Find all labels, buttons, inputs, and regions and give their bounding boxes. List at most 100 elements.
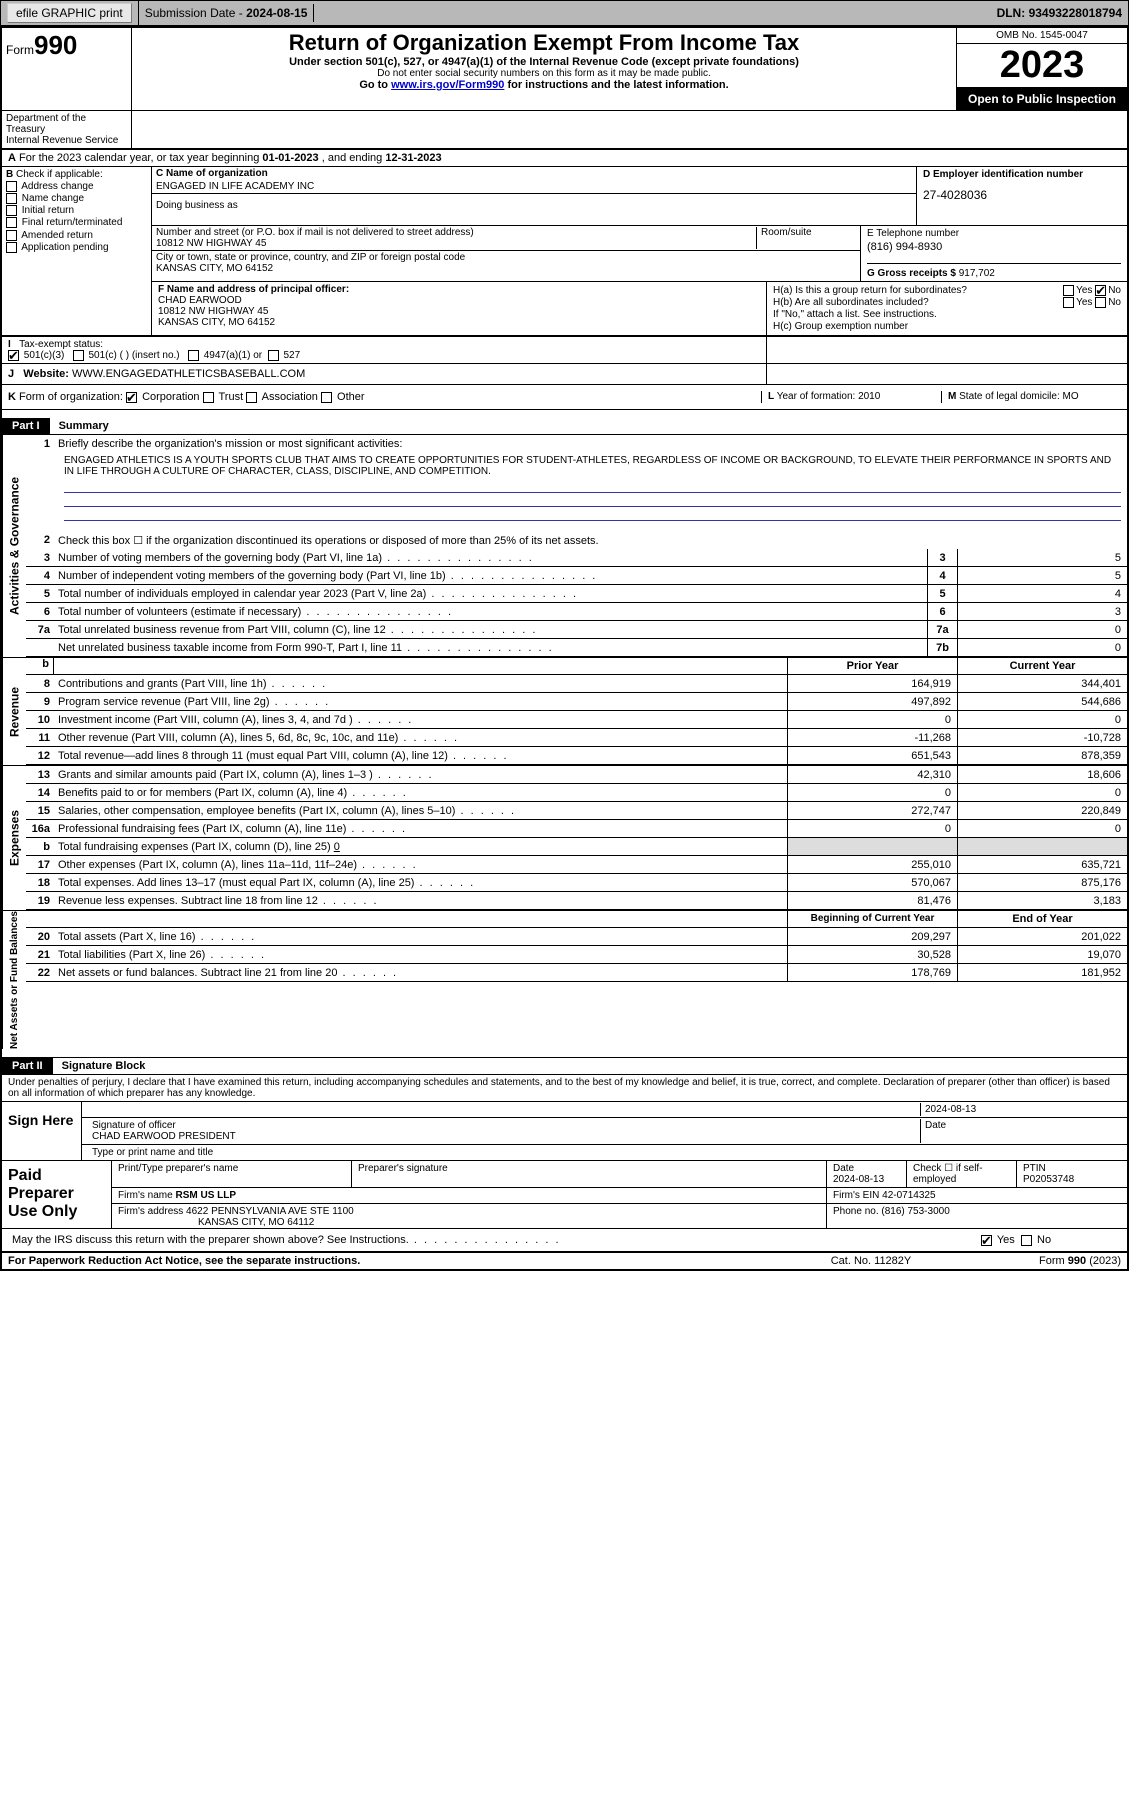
prior-value: 651,543 — [787, 747, 957, 764]
firm-addr2: KANSAS CITY, MO 64112 — [198, 1217, 314, 1228]
form-title: Return of Organization Exempt From Incom… — [138, 30, 950, 56]
city-label: City or town, state or province, country… — [156, 252, 856, 263]
omb-number: OMB No. 1545-0047 — [957, 28, 1127, 44]
line2-text: Check this box ☐ if the organization dis… — [54, 533, 1127, 548]
line-box: 4 — [927, 567, 957, 584]
address-change-checkbox[interactable] — [6, 181, 17, 192]
line-text: Other revenue (Part VIII, column (A), li… — [54, 731, 787, 745]
section-i-tax-status: I Tax-exempt status: 501(c)(3) 501(c) ( … — [2, 337, 767, 363]
prior-value: 0 — [787, 711, 957, 728]
part1-header: Part I — [2, 418, 50, 434]
current-value: 181,952 — [957, 964, 1127, 981]
app-pending-checkbox[interactable] — [6, 242, 17, 253]
begin-year-head: Beginning of Current Year — [787, 911, 957, 927]
discuss-yes-checkbox[interactable] — [981, 1235, 992, 1246]
line-box: 6 — [927, 603, 957, 620]
line-text: Total number of individuals employed in … — [54, 587, 927, 601]
form-id-box: Form990 — [2, 28, 132, 110]
527-checkbox[interactable] — [268, 350, 279, 361]
hb-no-checkbox[interactable] — [1095, 297, 1106, 308]
line-value: 3 — [957, 603, 1127, 620]
current-value: 220,849 — [957, 802, 1127, 819]
section-b-checkboxes: B Check if applicable: Address change Na… — [2, 167, 152, 335]
sig-type-label: Type or print name and title — [88, 1146, 217, 1159]
efile-print-button[interactable]: efile GRAPHIC print — [7, 3, 132, 23]
section-f-officer: F Name and address of principal officer:… — [152, 282, 767, 335]
current-value: 0 — [957, 820, 1127, 837]
line-box: 7b — [927, 639, 957, 656]
sig-date: 2024-08-13 — [921, 1103, 1121, 1116]
current-value: 0 — [957, 711, 1127, 728]
current-value: 0 — [957, 784, 1127, 801]
form-subtitle: Under section 501(c), 527, or 4947(a)(1)… — [138, 56, 950, 68]
open-public-badge: Open to Public Inspection — [957, 88, 1127, 110]
firm-phone: (816) 753-3000 — [881, 1206, 949, 1217]
corp-checkbox[interactable] — [126, 392, 137, 403]
dln: DLN: 93493228018794 — [991, 4, 1128, 22]
4947-checkbox[interactable] — [188, 350, 199, 361]
line-text: Total liabilities (Part X, line 26) — [54, 948, 787, 962]
section-h: H(a) Is this a group return for subordin… — [767, 282, 1127, 335]
final-return-checkbox[interactable] — [6, 217, 17, 228]
sign-here-label: Sign Here — [2, 1102, 82, 1160]
mission-text: ENGAGED ATHLETICS IS A YOUTH SPORTS CLUB… — [26, 453, 1127, 479]
other-checkbox[interactable] — [321, 392, 332, 403]
sig-officer-label: Signature of officer — [92, 1120, 916, 1131]
street-label: Number and street (or P.O. box if mail i… — [156, 227, 756, 238]
part2-header: Part II — [2, 1058, 53, 1074]
side-expenses: Expenses — [2, 766, 26, 910]
line-text: Total expenses. Add lines 13–17 (must eq… — [54, 876, 787, 890]
form-page: Form990 Return of Organization Exempt Fr… — [0, 26, 1129, 1271]
end-year-head: End of Year — [957, 911, 1127, 927]
tax-year: 2023 — [957, 44, 1127, 88]
line-text: Total unrelated business revenue from Pa… — [54, 623, 927, 637]
section-k: K Form of organization: Corporation Trus… — [2, 385, 1127, 410]
ha-no-checkbox[interactable] — [1095, 285, 1106, 296]
room-label: Room/suite — [756, 227, 856, 249]
name-change-checkbox[interactable] — [6, 193, 17, 204]
line-text: Total number of volunteers (estimate if … — [54, 605, 927, 619]
part2-title: Signature Block — [56, 1058, 152, 1074]
line-text: Total assets (Part X, line 16) — [54, 930, 787, 944]
page-footer: For Paperwork Reduction Act Notice, see … — [2, 1252, 1127, 1269]
line-text: Grants and similar amounts paid (Part IX… — [54, 768, 787, 782]
prior-value: 255,010 — [787, 856, 957, 873]
line-text: Total revenue—add lines 8 through 11 (mu… — [54, 749, 787, 763]
section-e-phone: E Telephone number (816) 994-8930 G Gros… — [861, 226, 1127, 281]
line-text: Net unrelated business taxable income fr… — [54, 641, 927, 655]
line-value: 4 — [957, 585, 1127, 602]
side-governance: Activities & Governance — [2, 435, 26, 657]
preparer-sig-label: Preparer's signature — [352, 1161, 827, 1187]
line-value: 0 — [957, 639, 1127, 656]
irs-link[interactable]: www.irs.gov/Form990 — [391, 79, 504, 91]
line-value: 5 — [957, 549, 1127, 566]
side-revenue: Revenue — [2, 658, 26, 765]
assoc-checkbox[interactable] — [246, 392, 257, 403]
line-text: Salaries, other compensation, employee b… — [54, 804, 787, 818]
line-text: Contributions and grants (Part VIII, lin… — [54, 677, 787, 691]
prior-value: -11,268 — [787, 729, 957, 746]
line-value: 0 — [957, 621, 1127, 638]
current-value: 344,401 — [957, 675, 1127, 692]
section-j-website: J Website: WWW.ENGAGEDATHLETICSBASEBALL.… — [2, 364, 767, 384]
firm-addr1: 4622 PENNSYLVANIA AVE STE 1100 — [186, 1206, 354, 1217]
prior-value: 164,919 — [787, 675, 957, 692]
prior-value: 0 — [787, 820, 957, 837]
initial-return-checkbox[interactable] — [6, 205, 17, 216]
prior-value: 42,310 — [787, 766, 957, 783]
501c-checkbox[interactable] — [73, 350, 84, 361]
ha-yes-checkbox[interactable] — [1063, 285, 1074, 296]
discuss-no-checkbox[interactable] — [1021, 1235, 1032, 1246]
hb-yes-checkbox[interactable] — [1063, 297, 1074, 308]
amended-return-checkbox[interactable] — [6, 230, 17, 241]
501c3-checkbox[interactable] — [8, 350, 19, 361]
firm-ein: 42-0714325 — [882, 1190, 935, 1201]
trust-checkbox[interactable] — [203, 392, 214, 403]
current-value: 3,183 — [957, 892, 1127, 909]
dba-label: Doing business as — [152, 193, 916, 225]
ssn-warning: Do not enter social security numbers on … — [138, 68, 950, 79]
prior-value: 0 — [787, 784, 957, 801]
department-label: Department of the Treasury Internal Reve… — [2, 111, 132, 148]
firm-name: RSM US LLP — [175, 1190, 236, 1201]
preparer-name-label: Print/Type preparer's name — [112, 1161, 352, 1187]
